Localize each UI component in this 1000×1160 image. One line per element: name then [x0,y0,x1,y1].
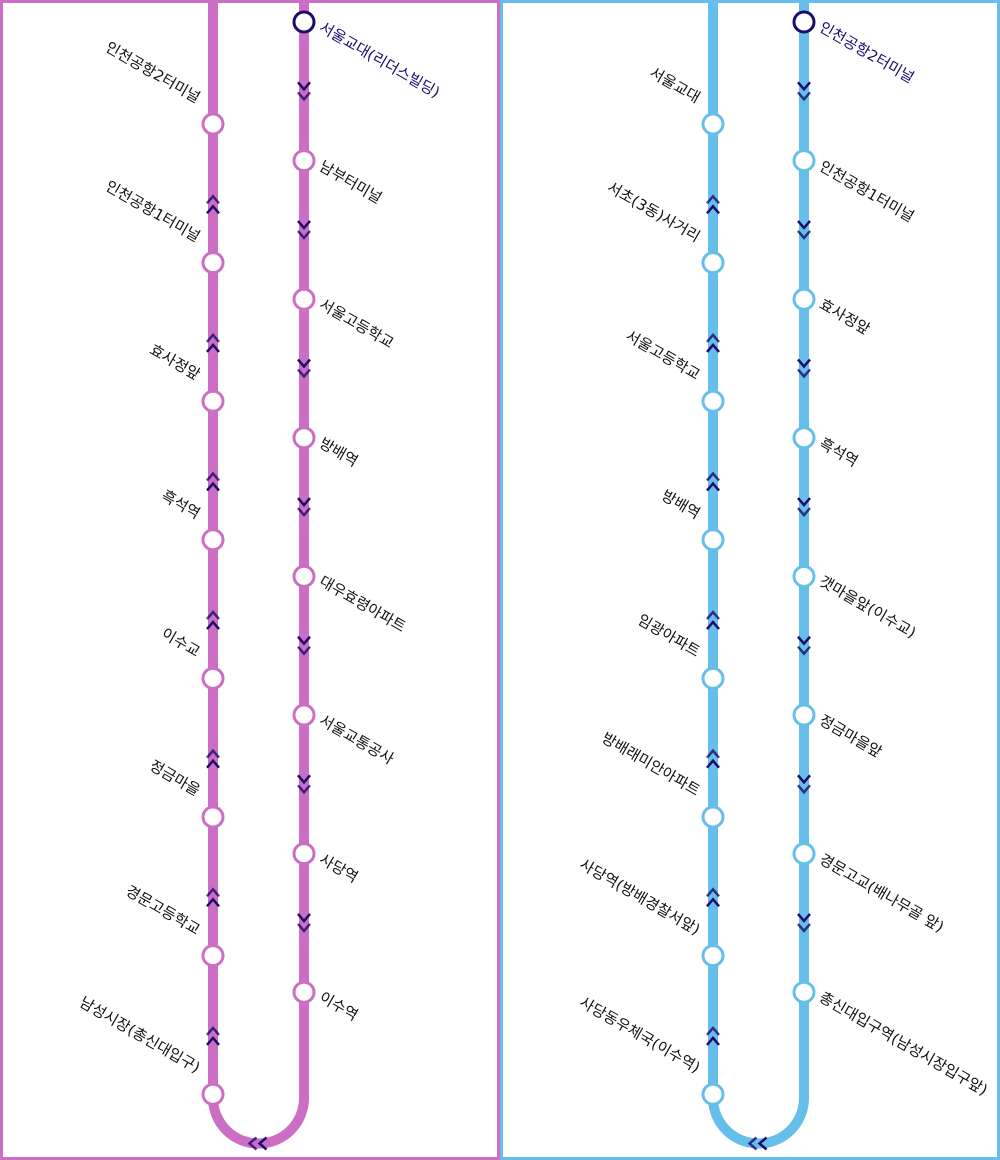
station-marker[interactable] [792,980,816,1004]
station-marker[interactable] [792,287,816,311]
station-marker[interactable] [701,389,725,413]
direction-arrow-down [797,91,811,102]
direction-arrow-up [206,1025,220,1036]
direction-arrow-down [297,81,311,92]
direction-arrow-up [206,342,220,353]
direction-arrow-up [206,471,220,482]
direction-arrow-up [706,481,720,492]
start-station-marker[interactable] [292,10,316,34]
direction-arrow-up [706,620,720,630]
direction-arrow-up [206,887,220,898]
direction-arrow-down [797,220,811,230]
direction-arrow-down [297,368,311,379]
direction-arrow-up [206,204,220,215]
station-marker[interactable] [201,944,225,968]
direction-arrow-up [706,758,720,769]
direction-arrow-up [706,1025,720,1036]
station-marker[interactable] [201,805,225,829]
direction-arrow-down [797,497,811,508]
direction-arrow-down [297,230,311,240]
station-marker[interactable] [292,703,316,727]
direction-arrow-up [706,748,720,759]
direction-arrow-up [706,332,720,343]
station-marker[interactable] [292,842,316,866]
station-marker[interactable] [701,805,725,829]
direction-arrow-up [206,332,220,343]
direction-arrow-turn [247,1136,258,1151]
direction-arrow-turn [747,1136,758,1151]
direction-arrow-down [297,784,311,795]
direction-arrow-up [706,471,720,482]
direction-arrow-down [797,784,811,795]
station-marker[interactable] [701,528,725,552]
direction-arrow-up [206,758,220,769]
station-marker[interactable] [792,703,816,727]
direction-arrow-up [706,897,720,908]
station-marker[interactable] [201,251,225,275]
direction-arrow-down [297,645,311,656]
direction-arrow-down [797,368,811,379]
direction-arrow-down [297,91,311,102]
direction-arrow-up [206,481,220,492]
station-marker[interactable] [201,112,225,136]
station-marker[interactable] [701,1082,725,1106]
route-panel-1: 인천공항2터미널 인천공항1터미널 효사정앞 흑석역 이수교 정금마을 경문고등학교 남성시장… [0,0,500,1160]
direction-arrow-up [206,1035,220,1046]
direction-arrow-down [797,923,811,933]
route-diagram [201,3,316,1151]
station-marker[interactable] [201,666,225,690]
direction-arrow-down [297,913,311,923]
station-marker[interactable] [201,389,225,413]
direction-arrow-up [706,887,720,898]
direction-arrow-down [797,635,811,646]
route-line [708,3,809,1149]
direction-arrow-down [797,81,811,92]
direction-arrow-up [206,194,220,205]
direction-arrow-up [706,194,720,205]
direction-arrow-down [797,358,811,369]
station-marker[interactable] [201,528,225,552]
direction-arrow-down [797,774,811,785]
direction-arrow-down [797,230,811,240]
direction-arrow-turn [257,1136,268,1151]
direction-arrow-down [297,497,311,508]
direction-arrow-down [297,358,311,369]
direction-arrow-turn [757,1136,768,1151]
station-marker[interactable] [792,149,816,173]
direction-arrow-up [706,1035,720,1046]
station-marker[interactable] [201,1082,225,1106]
direction-arrow-down [297,923,311,933]
direction-arrow-up [206,610,220,620]
station-marker[interactable] [292,564,316,588]
direction-arrow-down [297,774,311,785]
direction-arrow-down [297,220,311,230]
station-marker[interactable] [792,564,816,588]
direction-arrow-up [706,342,720,353]
direction-arrow-down [797,507,811,518]
route-panel-2: 서울교대 서초(3동)사거리 서울고등학교 방배역 임광아파트 방배래미안아파트 사당역(방… [500,0,1000,1160]
station-marker[interactable] [792,842,816,866]
station-marker[interactable] [292,149,316,173]
station-marker[interactable] [792,426,816,450]
station-marker[interactable] [701,251,725,275]
route-line [208,3,309,1149]
station-marker[interactable] [701,112,725,136]
direction-arrow-up [706,610,720,620]
station-marker[interactable] [701,666,725,690]
direction-arrow-up [206,897,220,908]
direction-arrow-down [797,645,811,656]
station-marker[interactable] [701,944,725,968]
route-diagram [701,3,816,1151]
direction-arrow-up [206,748,220,759]
direction-arrow-up [706,204,720,215]
start-station-marker[interactable] [792,10,816,34]
station-marker[interactable] [292,980,316,1004]
direction-arrow-down [297,507,311,518]
station-marker[interactable] [292,426,316,450]
direction-arrow-up [206,620,220,630]
direction-arrow-down [797,913,811,923]
station-marker[interactable] [292,287,316,311]
direction-arrow-down [297,635,311,646]
